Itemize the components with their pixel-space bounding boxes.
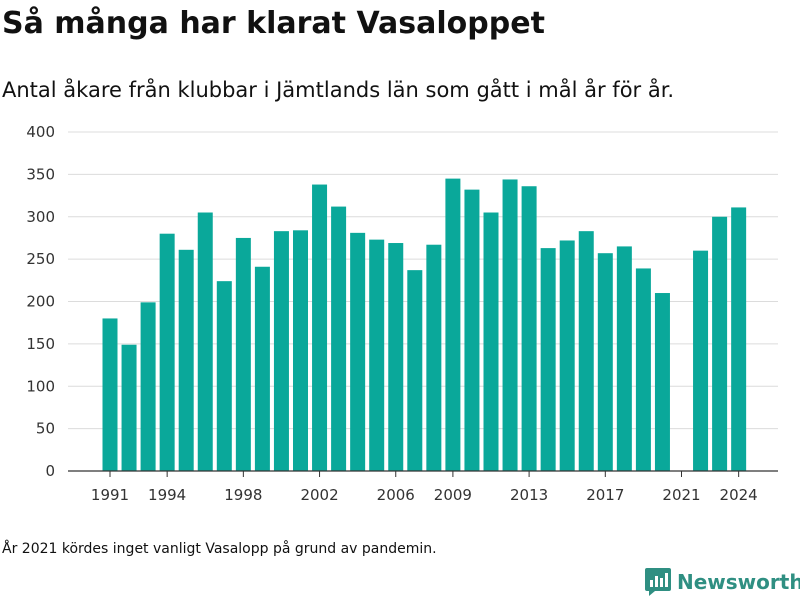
x-tick-label: 2002 — [300, 486, 338, 504]
bar — [426, 244, 442, 471]
y-tick-label: 150 — [26, 335, 55, 353]
bar — [369, 239, 385, 471]
bar — [350, 232, 366, 471]
bar — [407, 270, 423, 471]
y-tick-label: 50 — [36, 420, 55, 438]
brand-name: Newsworthy — [677, 570, 800, 594]
bar — [712, 216, 728, 471]
bar — [693, 250, 709, 471]
bar — [197, 212, 213, 471]
bar — [597, 253, 613, 471]
x-tick-label: 2024 — [720, 486, 758, 504]
chart-title: Så många har klarat Vasaloppet — [2, 6, 545, 41]
y-tick-label: 100 — [26, 377, 55, 395]
bar — [235, 237, 251, 471]
y-tick-label: 300 — [26, 208, 55, 226]
x-tick-label: 1994 — [148, 486, 186, 504]
y-tick-label: 250 — [26, 250, 55, 268]
bar — [464, 189, 480, 471]
bar — [616, 246, 632, 471]
bar — [273, 231, 289, 471]
y-tick-label: 400 — [26, 123, 55, 141]
bar — [216, 281, 232, 471]
bar — [254, 266, 270, 471]
y-tick-label: 200 — [26, 293, 55, 311]
bar — [559, 240, 575, 471]
bar — [312, 184, 328, 472]
bar — [654, 293, 670, 471]
bar — [388, 243, 404, 471]
y-tick-label: 350 — [26, 165, 55, 183]
bar — [293, 230, 308, 471]
bar — [331, 206, 347, 471]
y-tick-label: 0 — [45, 462, 55, 480]
bar — [140, 302, 156, 471]
bar — [635, 268, 651, 471]
x-tick-label: 1991 — [91, 486, 129, 504]
bar — [159, 233, 175, 471]
footnote: År 2021 kördes inget vanligt Vasalopp på… — [2, 541, 437, 557]
x-tick-label: 2021 — [662, 486, 700, 504]
bar — [445, 178, 461, 472]
bar — [483, 212, 499, 471]
bar — [178, 249, 194, 471]
chart-subtitle: Antal åkare från klubbar i Jämtlands län… — [2, 78, 675, 102]
bar — [502, 179, 518, 471]
axes: 0 50 100 150 200 250 300 350 400 1991 1994 1998 2002… — [26, 123, 778, 504]
x-tick-label: 2009 — [434, 486, 472, 504]
x-tick-label: 2013 — [510, 486, 548, 504]
x-tick-label: 2006 — [377, 486, 415, 504]
x-tick-label: 1998 — [224, 486, 262, 504]
bar — [102, 318, 118, 471]
bars — [102, 178, 747, 472]
bar — [121, 344, 137, 471]
bar — [540, 248, 556, 471]
bar — [731, 207, 747, 472]
brand-logo: Newsworthy — [645, 568, 800, 596]
newsworthy-logo-icon — [645, 568, 671, 596]
bar — [578, 231, 594, 471]
bar — [521, 186, 537, 472]
x-tick-label: 2017 — [586, 486, 624, 504]
